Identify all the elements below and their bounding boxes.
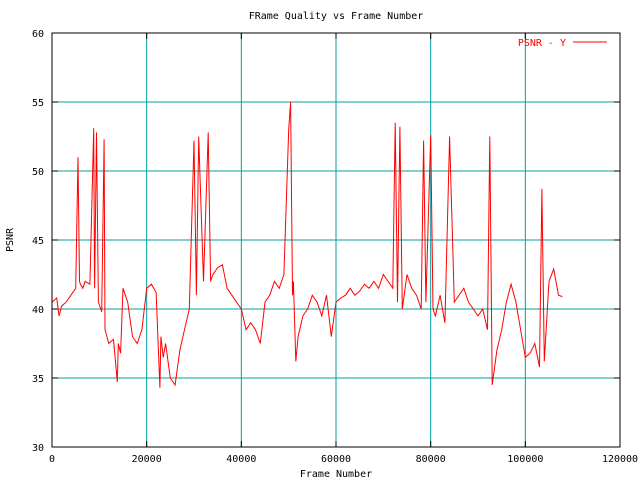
legend-label: PSNR - Y [518,38,566,49]
axis-ticks: 0 20000 40000 60000 80000 100000 120000 30 35 40 4… [32,29,638,465]
x-tick-label: 60000 [321,454,351,465]
x-tick-label: 40000 [226,454,256,465]
y-tick-label: 30 [32,443,44,454]
y-tick-label: 50 [32,167,44,178]
y-axis-label: PSNR [5,227,16,252]
grid-lines [52,33,620,447]
y-tick-label: 40 [32,305,44,316]
x-tick-label: 100000 [507,454,543,465]
y-tick-label: 35 [32,374,44,385]
x-axis-label: Frame Number [300,469,372,480]
x-tick-label: 80000 [416,454,446,465]
y-tick-label: 60 [32,29,44,40]
x-tick-label: 0 [49,454,55,465]
data-series [51,101,563,388]
chart-title: FRame Quality vs Frame Number [249,11,424,22]
psnr-y-series-line [51,101,563,388]
x-tick-label: 20000 [132,454,162,465]
legend: PSNR - Y [518,38,607,49]
y-tick-label: 55 [32,98,44,109]
x-tick-label: 120000 [602,454,638,465]
y-tick-label: 45 [32,236,44,247]
